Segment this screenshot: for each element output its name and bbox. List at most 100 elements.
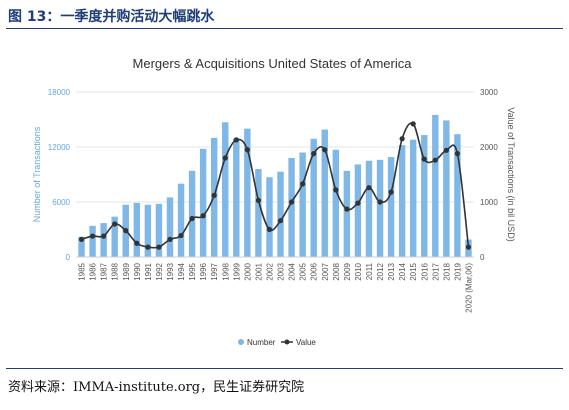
bar [111, 216, 118, 257]
x-tick-label: 2005 [299, 262, 308, 280]
bar [288, 158, 295, 257]
value-point [366, 185, 372, 191]
x-tick-label: 2016 [420, 262, 429, 280]
x-tick-label: 1986 [89, 262, 98, 280]
source-note: 资料来源：IMMA-institute.org，民生证券研究院 [8, 380, 305, 395]
legend-number-swatch [238, 339, 244, 345]
x-tick-label: 1997 [210, 262, 219, 280]
y-right-tick-label: 2000 [480, 143, 498, 152]
bar [321, 129, 328, 257]
value-point [233, 137, 239, 143]
x-tick-label: 1991 [144, 262, 153, 280]
bar [199, 148, 207, 257]
value-point [211, 192, 217, 198]
x-tick-label: 1990 [133, 262, 142, 280]
value-point [134, 240, 140, 246]
bar [144, 204, 152, 257]
legend: Number Value [238, 338, 316, 347]
y-right-tick-label: 0 [480, 253, 485, 262]
bar [299, 152, 306, 257]
x-tick-label: 2012 [376, 262, 385, 280]
value-point [255, 197, 262, 203]
value-point [78, 236, 85, 242]
value-point [200, 213, 206, 219]
x-tick-label: 1996 [199, 262, 208, 280]
bar [255, 169, 262, 257]
x-tick-label: 1999 [232, 262, 241, 280]
value-point [277, 218, 284, 224]
bar [78, 236, 85, 257]
bar [443, 120, 450, 258]
axes: 0 6000 12000 18000 0 1000 2000 3000 1985 1986 1987… [48, 88, 499, 313]
legend-value-marker [284, 339, 290, 345]
x-tick-label: 1995 [188, 262, 197, 280]
chart-title: Mergers & Acquisitions United States of … [133, 56, 413, 71]
value-point [112, 221, 118, 227]
bar [432, 114, 439, 258]
figure-header: 图 13：一季度并购活动大幅跳水 [0, 0, 569, 30]
value-point [443, 147, 449, 153]
bar [354, 164, 362, 257]
bar [155, 203, 163, 257]
y-axis-right-title: Value of Transactions (in bil USD) [506, 107, 516, 241]
bar [166, 197, 174, 257]
x-tick-label: 1988 [111, 262, 120, 280]
value-point [432, 157, 438, 163]
x-tick-label: 1987 [100, 262, 109, 280]
value-point [266, 226, 273, 233]
x-tick-label: 2000 [243, 262, 252, 280]
value-point [421, 156, 427, 162]
bar [89, 225, 96, 257]
value-point [178, 232, 184, 239]
y-right-tick-label: 1000 [480, 198, 498, 207]
bar-series-number [78, 114, 472, 258]
x-tick-label: 1998 [221, 262, 230, 280]
bar [398, 145, 406, 257]
x-tick-label: 2008 [332, 262, 341, 280]
bar [233, 138, 240, 257]
x-tick-label: 2015 [409, 262, 418, 280]
bar [421, 135, 428, 257]
bar [376, 159, 384, 257]
value-point [454, 151, 461, 157]
x-tick-label: 2009 [343, 262, 352, 280]
x-tick-label: 2010 [354, 262, 363, 280]
x-tick-label: 2006 [310, 262, 319, 280]
bar [310, 138, 317, 257]
value-point [288, 199, 295, 205]
x-tick-label: 1989 [122, 262, 131, 280]
x-tick-label: 2002 [265, 262, 274, 280]
y-left-tick-label: 0 [66, 253, 71, 262]
value-point [355, 200, 361, 206]
bar [266, 177, 273, 257]
chart: Mergers & Acquisitions United States of … [32, 56, 516, 347]
bar [222, 122, 229, 257]
x-tick-label: 2001 [254, 262, 263, 280]
value-point [222, 155, 228, 161]
value-point [156, 244, 162, 250]
bar [332, 149, 340, 257]
bar [409, 139, 417, 257]
bar [188, 170, 196, 257]
value-point [410, 121, 416, 127]
y-axis-left-title: Number of Transactions [32, 126, 42, 222]
value-point [465, 244, 472, 250]
value-point [123, 228, 129, 234]
y-left-tick-label: 12000 [48, 143, 71, 152]
x-tick-label: 2014 [398, 262, 407, 280]
value-point [377, 199, 383, 205]
bar [177, 183, 185, 257]
header-rule [6, 28, 563, 29]
value-point [189, 215, 195, 222]
value-point [344, 206, 350, 212]
line-series-value [78, 121, 472, 250]
x-tick-label: 1994 [177, 262, 186, 280]
value-point [322, 147, 328, 153]
value-point [300, 181, 306, 187]
bar [277, 171, 284, 257]
bar [133, 202, 141, 257]
value-point [388, 189, 394, 195]
x-tick-label: 2020 (Mar,06) [464, 263, 473, 313]
x-tick-label: 2018 [442, 262, 451, 280]
footer-rule [6, 368, 563, 369]
